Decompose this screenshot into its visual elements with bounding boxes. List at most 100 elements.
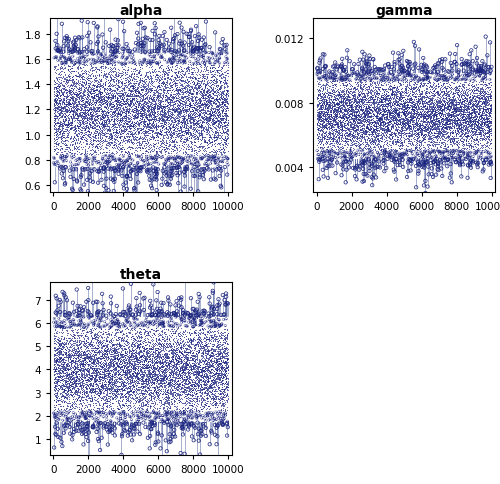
Point xyxy=(460,99,468,106)
Point xyxy=(127,386,135,393)
Point xyxy=(180,123,188,131)
Point xyxy=(399,97,407,105)
Point xyxy=(88,363,96,371)
Point xyxy=(192,75,200,83)
Point xyxy=(76,112,84,120)
Point xyxy=(359,128,367,136)
Point xyxy=(184,100,192,107)
Point xyxy=(180,315,188,323)
Point xyxy=(146,403,154,411)
Point xyxy=(428,136,436,143)
Point xyxy=(94,81,102,89)
Point xyxy=(373,115,381,122)
Point xyxy=(201,363,209,371)
Point xyxy=(223,171,231,179)
Point xyxy=(124,362,132,370)
Point xyxy=(138,390,146,397)
Point xyxy=(206,363,214,371)
Point xyxy=(368,95,376,103)
Point xyxy=(442,157,450,165)
Point xyxy=(393,116,401,123)
Point xyxy=(377,97,385,105)
Point xyxy=(56,56,64,63)
Point xyxy=(389,99,397,106)
Point xyxy=(101,97,109,105)
Point xyxy=(206,415,214,423)
Point xyxy=(456,109,464,117)
Point xyxy=(413,151,421,159)
Point xyxy=(102,158,110,166)
Point xyxy=(148,100,156,107)
Point xyxy=(374,140,382,148)
Point xyxy=(439,136,447,144)
Point xyxy=(216,334,224,342)
Point xyxy=(484,118,492,125)
Point xyxy=(120,408,128,416)
Point xyxy=(449,137,457,145)
Point xyxy=(60,168,68,176)
Point xyxy=(93,355,101,363)
Point xyxy=(164,143,172,151)
Point xyxy=(90,347,98,354)
Point xyxy=(126,352,134,360)
Point xyxy=(145,379,153,387)
Point xyxy=(94,374,102,381)
Point xyxy=(70,390,78,398)
Point xyxy=(332,138,340,146)
Point xyxy=(158,379,166,387)
Point xyxy=(166,82,174,90)
Point xyxy=(50,115,58,122)
Point xyxy=(175,79,183,87)
Point xyxy=(124,123,132,131)
Point xyxy=(169,60,177,67)
Point xyxy=(197,368,205,376)
Point xyxy=(191,83,199,91)
Point xyxy=(196,427,204,435)
Point xyxy=(185,106,193,113)
Point xyxy=(104,94,112,102)
Point xyxy=(486,97,494,105)
Point xyxy=(80,96,88,104)
Point xyxy=(108,340,116,348)
Point xyxy=(82,403,90,410)
Point xyxy=(373,125,381,133)
Point xyxy=(439,149,447,157)
Point xyxy=(422,112,430,120)
Point xyxy=(162,119,170,127)
Point xyxy=(128,362,136,370)
Point xyxy=(172,48,179,56)
Point xyxy=(185,87,193,94)
Point xyxy=(405,124,413,132)
Point xyxy=(174,145,182,153)
Point xyxy=(150,362,158,369)
Point xyxy=(68,350,76,358)
Point xyxy=(471,106,479,114)
Point xyxy=(200,396,208,404)
Point xyxy=(118,334,126,342)
Point xyxy=(124,108,132,116)
Point xyxy=(179,407,187,414)
Point xyxy=(87,389,95,396)
Point xyxy=(360,116,368,123)
Point xyxy=(448,125,456,133)
Point xyxy=(129,59,137,66)
Point xyxy=(84,359,92,366)
Point xyxy=(143,318,151,326)
Point xyxy=(442,85,450,93)
Point xyxy=(160,372,168,380)
Point xyxy=(52,93,60,101)
Point xyxy=(98,84,106,91)
Point xyxy=(58,339,66,347)
Point xyxy=(346,122,354,130)
Point xyxy=(158,341,166,348)
Point xyxy=(215,357,223,365)
Point xyxy=(406,124,414,132)
Point xyxy=(88,87,96,95)
Point xyxy=(90,149,98,156)
Point xyxy=(192,319,200,327)
Point xyxy=(178,365,186,373)
Point xyxy=(65,334,73,342)
Point xyxy=(58,332,66,340)
Point xyxy=(476,89,484,97)
Point xyxy=(79,409,87,417)
